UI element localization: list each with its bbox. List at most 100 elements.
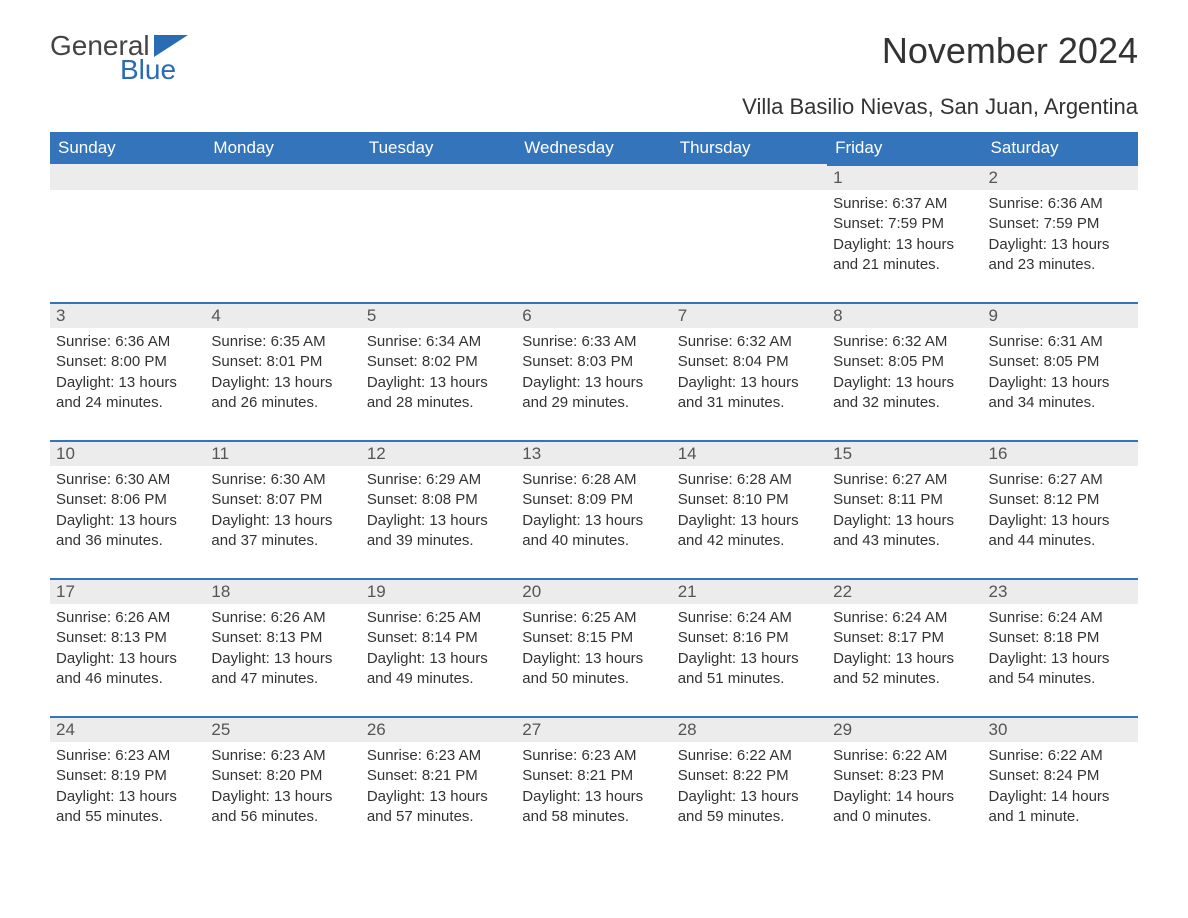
sunrise-text: Sunrise: 6:23 AM bbox=[367, 746, 510, 766]
calendar-cell: 8Sunrise: 6:32 AMSunset: 8:05 PMDaylight… bbox=[827, 302, 982, 440]
calendar-cell: 26Sunrise: 6:23 AMSunset: 8:21 PMDayligh… bbox=[361, 716, 516, 854]
calendar-cell bbox=[361, 164, 516, 302]
day-details: Sunrise: 6:27 AMSunset: 8:12 PMDaylight:… bbox=[983, 466, 1138, 555]
day-details: Sunrise: 6:23 AMSunset: 8:21 PMDaylight:… bbox=[516, 742, 671, 831]
daylight-text: Daylight: 13 hours and 54 minutes. bbox=[989, 649, 1132, 690]
calendar-cell: 24Sunrise: 6:23 AMSunset: 8:19 PMDayligh… bbox=[50, 716, 205, 854]
empty-day-head bbox=[205, 164, 360, 190]
day-details: Sunrise: 6:27 AMSunset: 8:11 PMDaylight:… bbox=[827, 466, 982, 555]
calendar-cell: 21Sunrise: 6:24 AMSunset: 8:16 PMDayligh… bbox=[672, 578, 827, 716]
page-title: November 2024 bbox=[882, 30, 1138, 72]
sunrise-text: Sunrise: 6:25 AM bbox=[367, 608, 510, 628]
sunrise-text: Sunrise: 6:23 AM bbox=[211, 746, 354, 766]
sunset-text: Sunset: 8:00 PM bbox=[56, 352, 199, 372]
day-details: Sunrise: 6:32 AMSunset: 8:05 PMDaylight:… bbox=[827, 328, 982, 417]
sunrise-text: Sunrise: 6:24 AM bbox=[989, 608, 1132, 628]
day-number: 3 bbox=[50, 302, 205, 328]
calendar-week-row: 3Sunrise: 6:36 AMSunset: 8:00 PMDaylight… bbox=[50, 302, 1138, 440]
calendar-table: SundayMondayTuesdayWednesdayThursdayFrid… bbox=[50, 132, 1138, 854]
sunset-text: Sunset: 8:09 PM bbox=[522, 490, 665, 510]
calendar-body: 1Sunrise: 6:37 AMSunset: 7:59 PMDaylight… bbox=[50, 164, 1138, 854]
day-number: 19 bbox=[361, 578, 516, 604]
sunset-text: Sunset: 8:12 PM bbox=[989, 490, 1132, 510]
day-details: Sunrise: 6:30 AMSunset: 8:06 PMDaylight:… bbox=[50, 466, 205, 555]
daylight-text: Daylight: 14 hours and 0 minutes. bbox=[833, 787, 976, 828]
day-header: Tuesday bbox=[361, 132, 516, 164]
day-number: 2 bbox=[983, 164, 1138, 190]
sunrise-text: Sunrise: 6:24 AM bbox=[833, 608, 976, 628]
calendar-cell: 1Sunrise: 6:37 AMSunset: 7:59 PMDaylight… bbox=[827, 164, 982, 302]
sunrise-text: Sunrise: 6:32 AM bbox=[833, 332, 976, 352]
day-header: Thursday bbox=[672, 132, 827, 164]
day-details: Sunrise: 6:24 AMSunset: 8:16 PMDaylight:… bbox=[672, 604, 827, 693]
calendar-cell bbox=[205, 164, 360, 302]
empty-day-head bbox=[672, 164, 827, 190]
sunset-text: Sunset: 8:07 PM bbox=[211, 490, 354, 510]
empty-day-head bbox=[361, 164, 516, 190]
empty-day-head bbox=[516, 164, 671, 190]
day-number: 18 bbox=[205, 578, 360, 604]
calendar-cell bbox=[516, 164, 671, 302]
daylight-text: Daylight: 13 hours and 21 minutes. bbox=[833, 235, 976, 276]
sunrise-text: Sunrise: 6:22 AM bbox=[833, 746, 976, 766]
day-details: Sunrise: 6:29 AMSunset: 8:08 PMDaylight:… bbox=[361, 466, 516, 555]
sunset-text: Sunset: 8:05 PM bbox=[989, 352, 1132, 372]
sunrise-text: Sunrise: 6:28 AM bbox=[678, 470, 821, 490]
day-details: Sunrise: 6:37 AMSunset: 7:59 PMDaylight:… bbox=[827, 190, 982, 279]
day-number: 8 bbox=[827, 302, 982, 328]
calendar-cell: 22Sunrise: 6:24 AMSunset: 8:17 PMDayligh… bbox=[827, 578, 982, 716]
sunset-text: Sunset: 7:59 PM bbox=[833, 214, 976, 234]
daylight-text: Daylight: 13 hours and 47 minutes. bbox=[211, 649, 354, 690]
sunset-text: Sunset: 8:23 PM bbox=[833, 766, 976, 786]
day-header: Sunday bbox=[50, 132, 205, 164]
sunset-text: Sunset: 8:11 PM bbox=[833, 490, 976, 510]
daylight-text: Daylight: 13 hours and 55 minutes. bbox=[56, 787, 199, 828]
calendar-week-row: 1Sunrise: 6:37 AMSunset: 7:59 PMDaylight… bbox=[50, 164, 1138, 302]
sunrise-text: Sunrise: 6:30 AM bbox=[56, 470, 199, 490]
daylight-text: Daylight: 13 hours and 32 minutes. bbox=[833, 373, 976, 414]
daylight-text: Daylight: 13 hours and 43 minutes. bbox=[833, 511, 976, 552]
sunset-text: Sunset: 8:04 PM bbox=[678, 352, 821, 372]
location-subtitle: Villa Basilio Nievas, San Juan, Argentin… bbox=[50, 94, 1138, 120]
calendar-week-row: 10Sunrise: 6:30 AMSunset: 8:06 PMDayligh… bbox=[50, 440, 1138, 578]
sunset-text: Sunset: 8:03 PM bbox=[522, 352, 665, 372]
calendar-cell: 10Sunrise: 6:30 AMSunset: 8:06 PMDayligh… bbox=[50, 440, 205, 578]
sunset-text: Sunset: 8:06 PM bbox=[56, 490, 199, 510]
sunrise-text: Sunrise: 6:25 AM bbox=[522, 608, 665, 628]
daylight-text: Daylight: 13 hours and 34 minutes. bbox=[989, 373, 1132, 414]
calendar-cell: 23 Sunrise: 6:24 AMSunset: 8:18 PMDayligh… bbox=[983, 578, 1138, 716]
day-number: 10 bbox=[50, 440, 205, 466]
sunset-text: Sunset: 8:13 PM bbox=[56, 628, 199, 648]
calendar-week-row: 24Sunrise: 6:23 AMSunset: 8:19 PMDayligh… bbox=[50, 716, 1138, 854]
day-details: Sunrise: 6:23 AMSunset: 8:20 PMDaylight:… bbox=[205, 742, 360, 831]
sunset-text: Sunset: 8:18 PM bbox=[989, 628, 1132, 648]
sunset-text: Sunset: 8:14 PM bbox=[367, 628, 510, 648]
day-details: Sunrise: 6:34 AMSunset: 8:02 PMDaylight:… bbox=[361, 328, 516, 417]
day-number: 29 bbox=[827, 716, 982, 742]
sunrise-text: Sunrise: 6:30 AM bbox=[211, 470, 354, 490]
daylight-text: Daylight: 13 hours and 42 minutes. bbox=[678, 511, 821, 552]
daylight-text: Daylight: 13 hours and 44 minutes. bbox=[989, 511, 1132, 552]
day-details: Sunrise: 6:32 AMSunset: 8:04 PMDaylight:… bbox=[672, 328, 827, 417]
calendar-cell: 7Sunrise: 6:32 AMSunset: 8:04 PMDaylight… bbox=[672, 302, 827, 440]
sunrise-text: Sunrise: 6:26 AM bbox=[211, 608, 354, 628]
daylight-text: Daylight: 13 hours and 50 minutes. bbox=[522, 649, 665, 690]
calendar-cell: 5Sunrise: 6:34 AMSunset: 8:02 PMDaylight… bbox=[361, 302, 516, 440]
day-number: 12 bbox=[361, 440, 516, 466]
sunset-text: Sunset: 7:59 PM bbox=[989, 214, 1132, 234]
day-details: Sunrise: 6:22 AMSunset: 8:23 PMDaylight:… bbox=[827, 742, 982, 831]
sunrise-text: Sunrise: 6:32 AM bbox=[678, 332, 821, 352]
calendar-cell: 11Sunrise: 6:30 AMSunset: 8:07 PMDayligh… bbox=[205, 440, 360, 578]
daylight-text: Daylight: 13 hours and 49 minutes. bbox=[367, 649, 510, 690]
day-header: Friday bbox=[827, 132, 982, 164]
daylight-text: Daylight: 13 hours and 24 minutes. bbox=[56, 373, 199, 414]
calendar-cell: 14Sunrise: 6:28 AMSunset: 8:10 PMDayligh… bbox=[672, 440, 827, 578]
sunrise-text: Sunrise: 6:27 AM bbox=[989, 470, 1132, 490]
daylight-text: Daylight: 13 hours and 57 minutes. bbox=[367, 787, 510, 828]
day-details: Sunrise: 6:30 AMSunset: 8:07 PMDaylight:… bbox=[205, 466, 360, 555]
day-number: 13 bbox=[516, 440, 671, 466]
day-number: 7 bbox=[672, 302, 827, 328]
day-number: 23 bbox=[983, 578, 1138, 604]
day-details: Sunrise: 6:26 AMSunset: 8:13 PMDaylight:… bbox=[205, 604, 360, 693]
day-details: Sunrise: 6:28 AMSunset: 8:10 PMDaylight:… bbox=[672, 466, 827, 555]
